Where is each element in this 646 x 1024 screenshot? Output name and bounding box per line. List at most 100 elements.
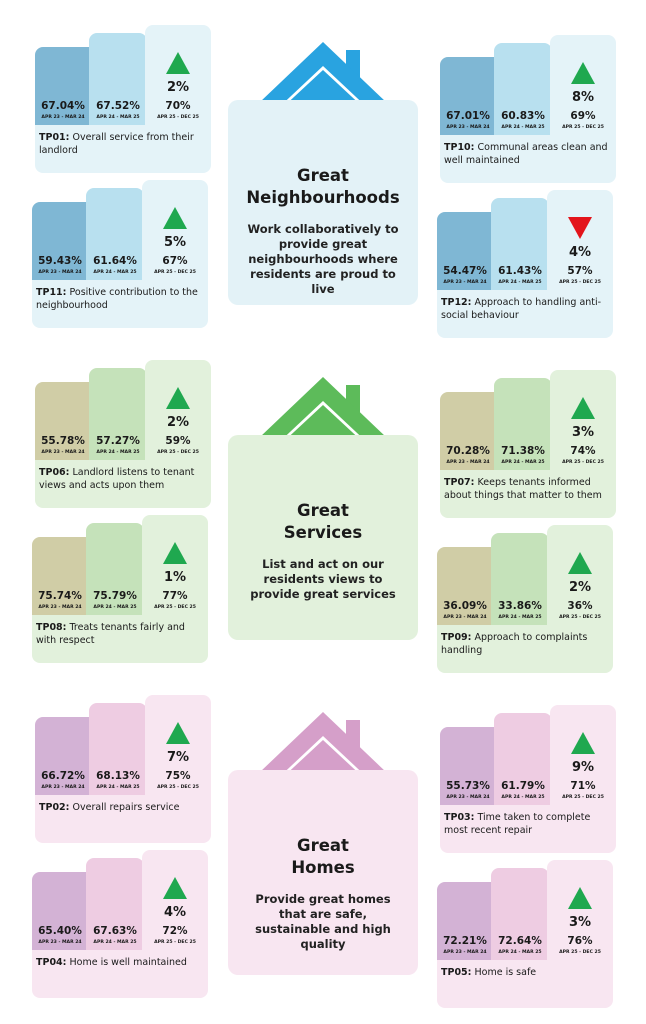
period-column [86,523,144,615]
card-footer [437,960,613,1008]
score-period: APR 24 - MAR 25 [93,605,137,610]
score-period: APR 23 - MAR 24 [38,605,82,610]
score-value: 61.43% [498,265,542,277]
roof [260,377,386,447]
arrow-up [571,62,595,84]
score-value: 67% [162,255,188,267]
score-value: 65.40% [38,925,82,937]
measure-card: 66.72% APR 23 - MAR 24 68.13% APR 24 - MAR … [35,695,211,843]
score-period: APR 23 - MAR 24 [446,460,490,465]
score-period: APR 23 - MAR 24 [443,950,487,955]
score-value: 67.04% [41,100,85,112]
theme-panel: Great Neighbourhoods Work collaboratively … [228,100,418,305]
score-period: APR 23 - MAR 24 [443,615,487,620]
score-period: APR 23 - MAR 24 [446,795,490,800]
trend-arrow [166,722,190,744]
arrow-up [571,397,595,419]
trend-arrow [163,542,187,564]
period-column [142,180,208,280]
measure-code: TP03: [444,812,475,823]
theme-title-line: Great [297,501,349,520]
period-column [89,33,147,125]
period-column [145,360,211,460]
trend-arrow [571,397,595,419]
arrow-up [568,552,592,574]
theme-title: Great Services [228,500,418,544]
period-column [437,547,493,625]
score-value: 67.52% [96,100,140,112]
trend-arrow [568,887,592,909]
score-value: 72% [162,925,188,937]
score-period: APR 25 - DEC 25 [157,450,199,455]
period-column [35,717,91,795]
score-value: 71.38% [501,445,545,457]
score-value: 57% [567,265,593,277]
change-value: 3% [568,915,592,930]
period-column [86,858,144,950]
trend-arrow [166,387,190,409]
card-footer [440,135,616,183]
score-period: APR 24 - MAR 25 [93,270,137,275]
score-period: APR 24 - MAR 25 [501,460,545,465]
score-period: APR 23 - MAR 24 [41,115,85,120]
measure-label: TP05: Home is safe [441,966,605,979]
score-period: APR 25 - DEC 25 [559,950,601,955]
measure-card: 75.74% APR 23 - MAR 24 75.79% APR 24 - MAR … [32,515,208,663]
period-column [491,198,549,290]
measure-label: TP09: Approach to complaints handling [441,631,605,657]
score-value: 72.64% [498,935,542,947]
theme-description: Provide great homes that are safe, susta… [255,892,391,951]
score-period: APR 25 - DEC 25 [157,115,199,120]
change-value: 5% [163,235,187,250]
measure-card: 54.47% APR 23 - MAR 24 61.43% APR 24 - MAR … [437,190,613,338]
measure-label: TP02: Overall repairs service [39,801,203,814]
arrow-up [166,52,190,74]
score-value: 75% [165,770,191,782]
period-column [437,882,493,960]
arrow-up [163,877,187,899]
score-value: 61.79% [501,780,545,792]
measure-code: TP01: [39,132,70,143]
period-column [547,860,613,960]
measure-card: 59.43% APR 23 - MAR 24 61.64% APR 24 - MAR … [32,180,208,328]
score-value: 71% [570,780,596,792]
score-period: APR 24 - MAR 25 [498,280,542,285]
measure-label: TP04: Home is well maintained [36,956,200,969]
measure-label: TP03: Time taken to complete most recent… [444,811,608,837]
measure-description: Home is safe [474,967,537,978]
score-value: 77% [162,590,188,602]
trend-arrow [568,217,592,239]
score-period: APR 25 - DEC 25 [154,605,196,610]
score-value: 67.63% [93,925,137,937]
measure-card: 65.40% APR 23 - MAR 24 67.63% APR 24 - MAR … [32,850,208,998]
arrow-up [163,542,187,564]
score-value: 55.78% [41,435,85,447]
change-value: 2% [568,580,592,595]
theme-title-line: Services [283,523,363,542]
score-period: APR 23 - MAR 24 [446,125,490,130]
change-value: 4% [163,905,187,920]
trend-arrow [571,62,595,84]
score-period: APR 25 - DEC 25 [562,125,604,130]
measure-card: 55.78% APR 23 - MAR 24 57.27% APR 24 - MAR … [35,360,211,508]
measure-label: TP12: Approach to handling anti-social b… [441,296,605,322]
trend-arrow [571,732,595,754]
score-period: APR 25 - DEC 25 [157,785,199,790]
card-footer [32,280,208,328]
score-period: APR 24 - MAR 25 [498,615,542,620]
card-footer [32,950,208,998]
score-period: APR 24 - MAR 25 [96,115,140,120]
change-value: 8% [571,90,595,105]
arrow-up [568,887,592,909]
score-period: APR 25 - DEC 25 [559,280,601,285]
change-value: 1% [163,570,187,585]
score-value: 75.79% [93,590,137,602]
score-value: 70% [165,100,191,112]
theme-description: Work collaboratively to provide great ne… [247,222,399,296]
trend-arrow [163,877,187,899]
trend-arrow [568,552,592,574]
period-column [440,392,496,470]
measure-description: Positive contribution to the neighbourho… [36,287,198,311]
score-value: 33.86% [498,600,542,612]
score-period: APR 25 - DEC 25 [559,615,601,620]
